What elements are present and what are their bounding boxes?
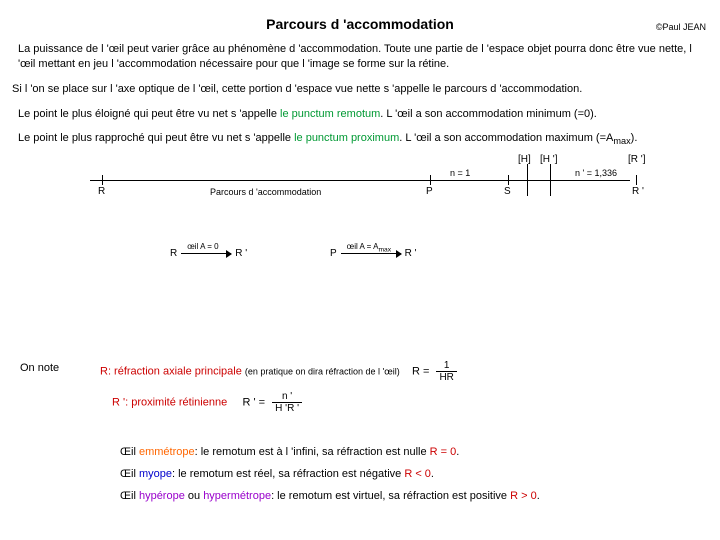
lbl-P: P <box>426 186 433 197</box>
note1-R: R <box>412 365 420 377</box>
punctum-proximum: le punctum proximum <box>294 132 399 144</box>
eq1-R: R <box>170 248 177 259</box>
lbl-Rpl: [R '] <box>628 154 645 165</box>
note2-R: R ' <box>243 396 256 408</box>
arrow-equations: R œil A = 0 R ' P œil A = Amax R ' <box>10 240 710 270</box>
lbl-S: S <box>504 186 511 197</box>
intro-para-2: Si l 'on se place sur l 'axe optique de … <box>12 82 702 97</box>
arrow-1-text: œil A = 0 <box>187 242 218 251</box>
arrow-1: œil A = 0 <box>181 253 231 254</box>
eq-row-1: R œil A = 0 R ' <box>170 248 247 259</box>
emmetrope: emmétrope <box>139 446 195 458</box>
remotum-text-a: Le point le plus éloigné qui peut être v… <box>18 108 280 120</box>
myope-line: Œil myope: le remotum est réel, sa réfra… <box>120 468 700 480</box>
notes-column: R: réfraction axiale principale (en prat… <box>100 360 700 422</box>
eye-types-block: Œil emmétrope: le remotum est à l 'infin… <box>120 446 700 512</box>
emmetrope-line: Œil emmétrope: le remotum est à l 'infin… <box>120 446 700 458</box>
note2-num: n ' <box>272 391 302 403</box>
note1-den: HR <box>436 372 456 383</box>
eye-plane-2 <box>550 164 551 196</box>
b3-g: . <box>537 490 540 502</box>
hypermetrope: hypermétrope <box>203 490 271 502</box>
b2-a: Œil <box>120 468 139 480</box>
b1-e: . <box>456 446 459 458</box>
arrowhead-1 <box>226 250 232 258</box>
lbl-H: [H] <box>518 154 531 165</box>
eye-plane-1 <box>527 164 528 196</box>
b2-c: : le remotum est réel, sa réfraction est… <box>172 468 404 480</box>
proximum-text-e: ). <box>631 132 638 144</box>
b3-a: Œil <box>120 490 139 502</box>
tick-S <box>508 175 509 185</box>
eq2-P: P <box>330 248 337 259</box>
b2-d: R < 0 <box>404 468 431 480</box>
arrow-2-text: œil A = Amax <box>347 242 391 254</box>
note1-eq: = <box>420 365 433 377</box>
punctum-remotum: le punctum remotum <box>280 108 380 120</box>
note1-num: 1 <box>436 360 456 372</box>
b3-e: : le remotum est virtuel, sa réfraction … <box>271 490 510 502</box>
eq-row-2: P œil A = Amax R ' <box>330 248 417 259</box>
arrowhead-2 <box>396 250 402 258</box>
note2-eq: = <box>256 396 269 408</box>
b1-a: Œil <box>120 446 139 458</box>
note1-label: R: réfraction axiale principale <box>100 365 242 377</box>
note2-label: R ': proximité rétinienne <box>112 396 227 408</box>
b3-f: R > 0 <box>510 490 537 502</box>
eq1-Rp: R ' <box>235 248 247 259</box>
note1-paren: (en pratique on dira réfraction de l 'œi… <box>245 366 400 376</box>
lbl-Rprime: R ' <box>632 186 644 197</box>
arrow-2: œil A = Amax <box>341 253 401 254</box>
note2-frac: n ' H 'R ' <box>272 391 302 414</box>
lbl-R: R <box>98 186 105 197</box>
intro-para-1: La puissance de l 'œil peut varier grâce… <box>18 42 702 72</box>
eq2-Rp: R ' <box>405 248 417 259</box>
tick-Rp <box>636 175 637 185</box>
note2-den: H 'R ' <box>272 403 302 414</box>
accommodation-diagram: [H] [H '] [R '] n = 1 n ' = 1,336 R P S … <box>10 154 710 234</box>
optical-axis <box>90 180 630 181</box>
remotum-text-c: . L 'œil a son accommodation minimum (=0… <box>380 108 597 120</box>
on-note-label: On note <box>20 362 59 374</box>
b1-c: : le remotum est à l 'infini, sa réfract… <box>195 446 430 458</box>
lbl-Hp: [H '] <box>540 154 557 165</box>
amax-sub: max <box>613 137 630 147</box>
hyperope-line: Œil hypérope ou hypermétrope: le remotum… <box>120 490 700 502</box>
remotum-para: Le point le plus éloigné qui peut être v… <box>18 107 702 122</box>
note1-frac: 1 HR <box>436 360 456 383</box>
b3-c: ou <box>185 490 203 502</box>
b1-d: R = 0 <box>430 446 457 458</box>
myope: myope <box>139 468 172 480</box>
hyperope: hypérope <box>139 490 185 502</box>
b2-e: . <box>431 468 434 480</box>
author-credit: ©Paul JEAN <box>656 22 706 32</box>
proximum-para: Le point le plus rapproché qui peut être… <box>18 131 702 148</box>
proximum-text-c: . L 'œil a son accommodation maximum (=A <box>399 132 613 144</box>
n-right: n ' = 1,336 <box>575 168 617 178</box>
parcours-label: Parcours d 'accommodation <box>210 187 321 197</box>
page-title: Parcours d 'accommodation <box>0 0 720 32</box>
tick-R <box>102 175 103 185</box>
n-left: n = 1 <box>450 168 470 178</box>
tick-P <box>430 175 431 185</box>
proximum-text-a: Le point le plus rapproché qui peut être… <box>18 132 294 144</box>
note-line-1: R: réfraction axiale principale (en prat… <box>100 360 700 383</box>
note-line-2: R ': proximité rétinienne R ' = n ' H 'R… <box>112 391 700 414</box>
